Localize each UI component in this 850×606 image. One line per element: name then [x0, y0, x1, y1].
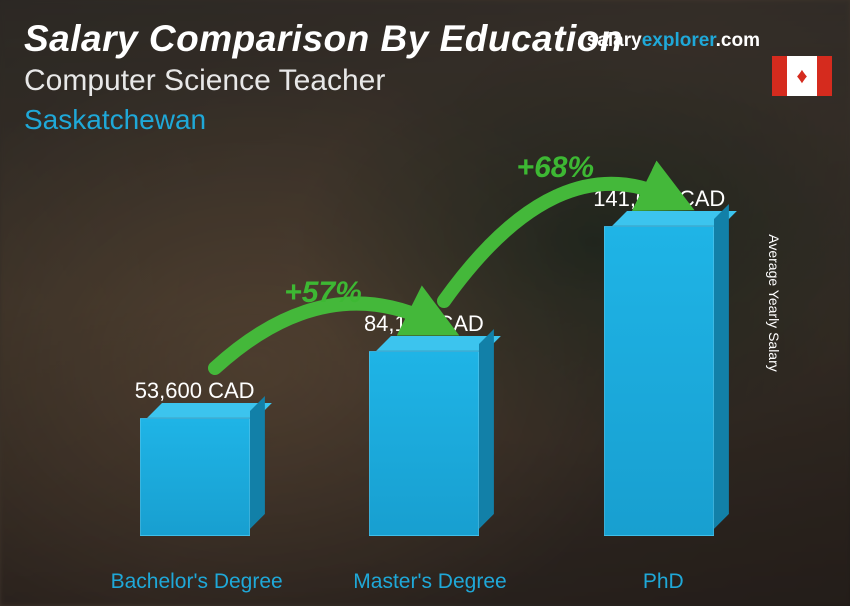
brand-part3: .com — [716, 30, 760, 51]
maple-leaf-icon: ♦ — [796, 65, 807, 87]
increase-percent-label: +68% — [517, 151, 595, 185]
bar-front-face — [140, 418, 250, 536]
chart-title: Salary Comparison By Education — [24, 18, 623, 60]
flag-stripe-left — [772, 56, 787, 96]
flag-canada: ♦ — [772, 56, 832, 96]
content-layer: Salary Comparison By Education Computer … — [0, 0, 850, 606]
flag-center: ♦ — [787, 56, 817, 96]
flag-stripe-right — [817, 56, 832, 96]
x-axis-label: Master's Degree — [340, 569, 520, 594]
x-axis-label: PhD — [573, 569, 753, 594]
chart-subtitle: Computer Science Teacher — [24, 64, 385, 98]
bar-side-face — [479, 329, 494, 529]
brand-watermark: salaryexplorer.com — [587, 30, 760, 52]
brand-part1: salary — [587, 30, 642, 51]
chart-region: Saskatchewan — [24, 104, 206, 136]
increase-percent-label: +57% — [284, 276, 362, 310]
bar-3d — [140, 418, 250, 536]
bar-side-face — [714, 204, 729, 529]
x-axis: Bachelor's Degree Master's Degree PhD — [80, 569, 780, 594]
x-axis-label: Bachelor's Degree — [107, 569, 287, 594]
bar-side-face — [250, 396, 265, 529]
brand-part2: explorer — [642, 30, 716, 51]
